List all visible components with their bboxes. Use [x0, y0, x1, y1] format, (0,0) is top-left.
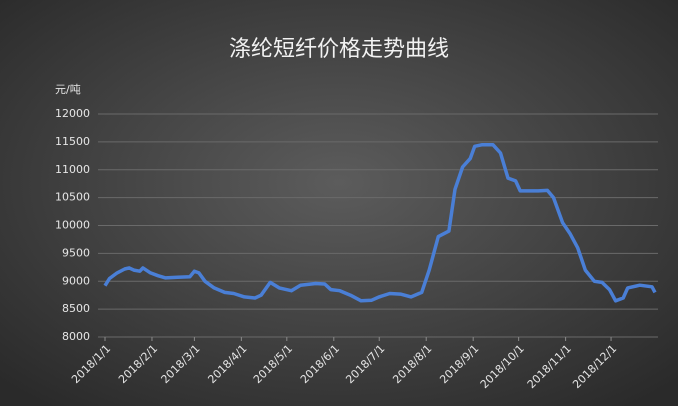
- y-tick-label: 9000: [62, 274, 90, 287]
- y-tick-label: 9500: [62, 246, 90, 259]
- y-tick-label: 10500: [55, 191, 90, 204]
- y-tick-label: 11000: [55, 163, 90, 176]
- y-tick-label: 12000: [55, 107, 90, 120]
- y-tick-label: 8500: [62, 302, 90, 315]
- y-tick-label: 10000: [55, 219, 90, 232]
- series-line: [103, 142, 657, 303]
- y-axis-label: 元/吨: [55, 83, 81, 96]
- chart-title: 涤纶短纤价格走势曲线: [229, 37, 449, 62]
- y-tick-label: 11500: [55, 135, 90, 148]
- y-tick-label: 8000: [62, 330, 90, 343]
